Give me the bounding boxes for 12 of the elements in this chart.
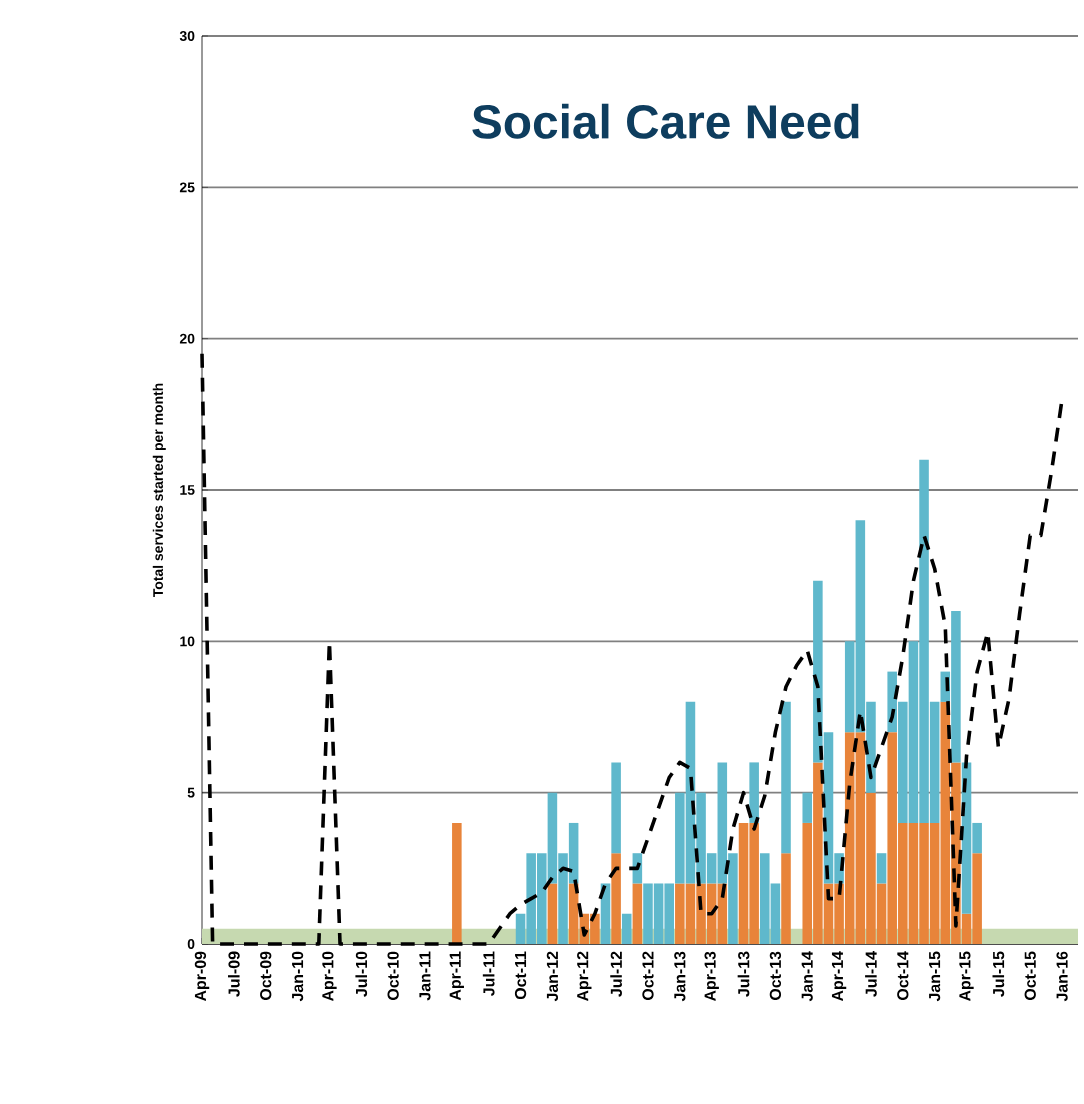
bar	[781, 853, 791, 944]
bar	[781, 701, 791, 854]
bar	[876, 853, 887, 884]
text: Social Care Need	[472, 103, 859, 139]
bar	[611, 853, 621, 944]
bar	[632, 883, 643, 944]
bar	[547, 883, 558, 944]
bar	[749, 762, 759, 823]
bar	[802, 792, 813, 823]
bar	[452, 822, 462, 944]
bar	[611, 762, 621, 854]
bar	[621, 913, 632, 944]
